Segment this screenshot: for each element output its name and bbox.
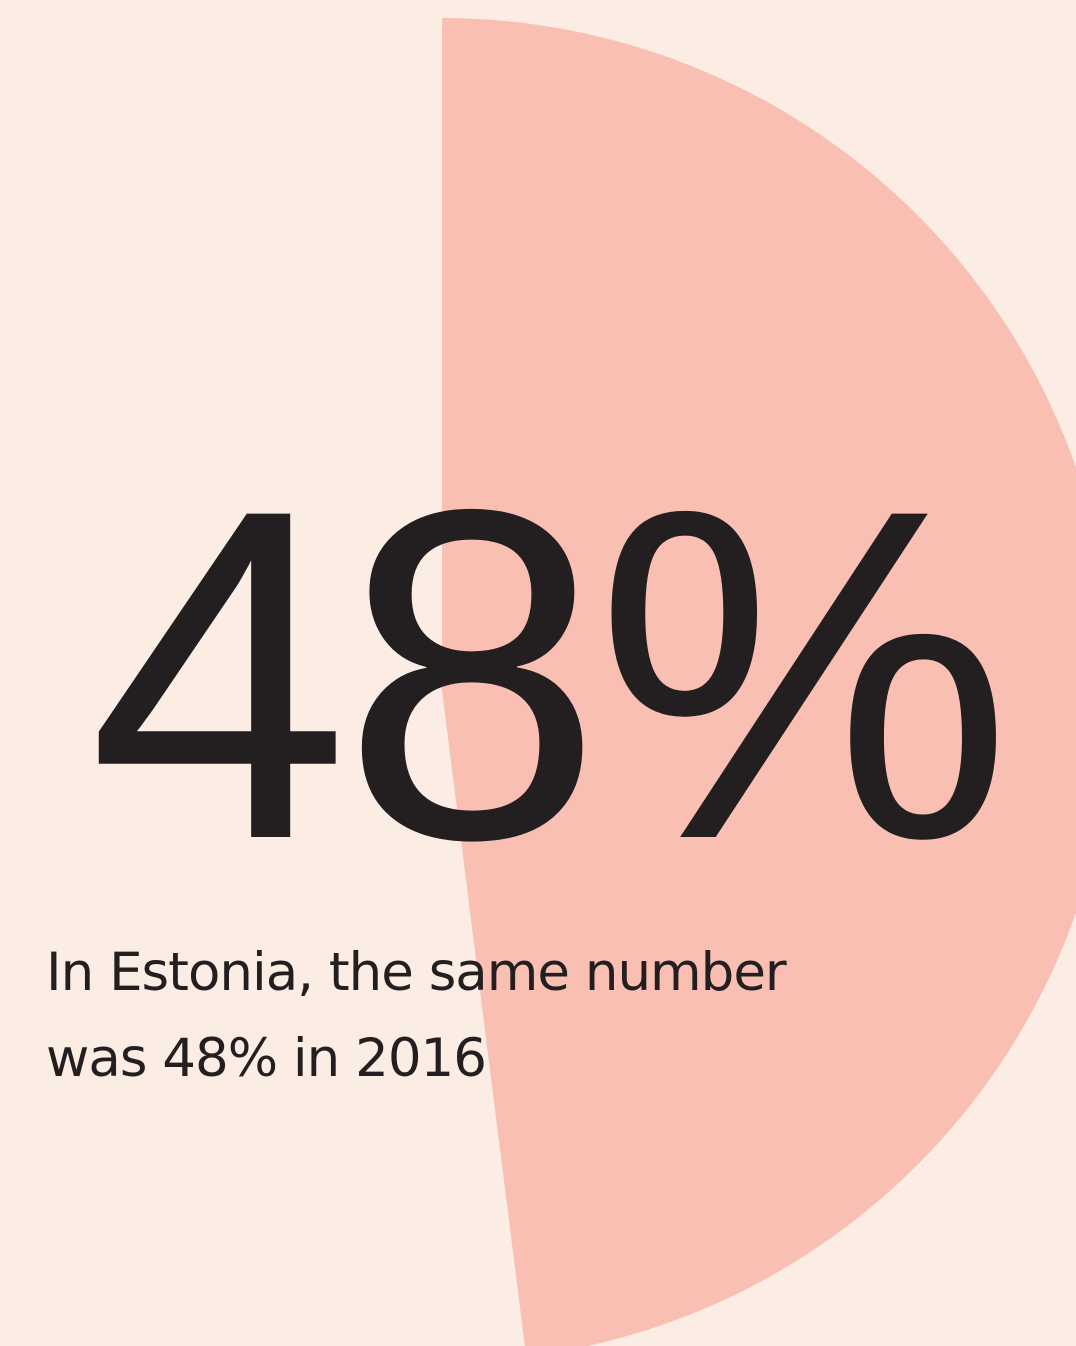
caption: In Estonia, the same number was 48% in 2…	[46, 930, 846, 1102]
caption-line-2: was 48% in 2016	[46, 1028, 487, 1089]
caption-line-1: In Estonia, the same number	[46, 942, 787, 1003]
stat-number: 48%	[88, 412, 1013, 937]
pie-slice-48-percent	[442, 18, 1076, 1346]
